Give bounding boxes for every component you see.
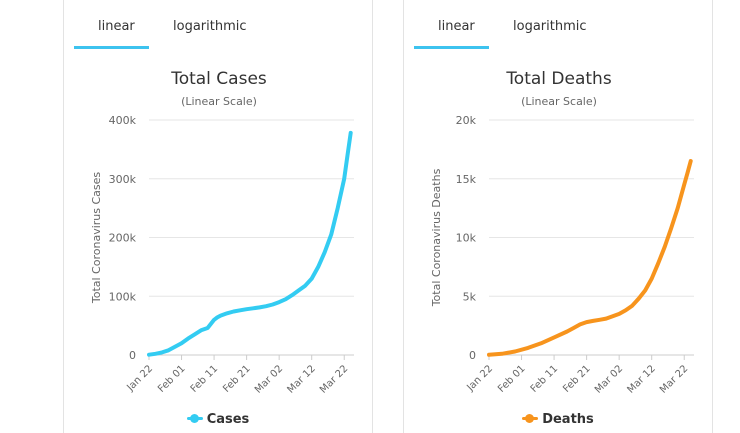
tab-logarithmic[interactable]: logarithmic <box>513 19 587 34</box>
deaths-legend-swatch <box>522 414 539 423</box>
tab-logarithmic[interactable]: logarithmic <box>173 19 247 34</box>
x-tick-label: Feb 11 <box>529 363 561 395</box>
y-tick-label: 400k <box>109 114 137 127</box>
y-tick-label: 5k <box>463 290 477 303</box>
cases-legend-swatch <box>186 414 203 423</box>
y-tick-label: 0 <box>129 349 136 362</box>
tab-linear[interactable]: linear <box>438 19 475 34</box>
x-tick-label: Feb 21 <box>561 363 593 395</box>
deaths-chart: Total Deaths (Linear Scale) 0 5k 10k 15k 20k To… <box>430 69 694 396</box>
y-tick-label: 20k <box>456 114 477 127</box>
x-tick-label: Mar 22 <box>658 363 690 395</box>
series-line-deaths <box>487 159 693 357</box>
cases-chart: Total Cases (Linear Scale) 0 100k 200k 300k 40… <box>90 69 354 396</box>
x-tick-label: Mar 12 <box>285 363 317 395</box>
cases-panel: linear logarithmic Total Cases (Linear Sc… <box>63 0 373 433</box>
y-tick-label: 10k <box>456 232 477 245</box>
y-tick-label: 100k <box>109 290 137 303</box>
scale-tabs: linear logarithmic <box>404 0 712 50</box>
y-tick-label: 200k <box>109 232 137 245</box>
x-tick-label: Jan 22 <box>464 363 495 394</box>
series-line-cases <box>147 130 353 357</box>
x-tick-label: Feb 01 <box>156 363 188 395</box>
cases-legend[interactable]: Cases <box>64 412 372 427</box>
x-tick-label: Mar 12 <box>625 363 657 395</box>
y-axis-label: Total Coronavirus Cases <box>90 172 103 305</box>
y-tick-label: 300k <box>109 173 137 186</box>
scale-tabs: linear logarithmic <box>64 0 372 50</box>
deaths-panel: linear logarithmic Total Deaths (Linear S… <box>403 0 713 433</box>
x-tick-label: Jan 22 <box>124 363 155 394</box>
chart-title: Total Cases <box>170 69 267 89</box>
x-tick-label: Feb 01 <box>496 363 528 395</box>
chart-title: Total Deaths <box>505 69 612 89</box>
y-tick-label: 15k <box>456 173 477 186</box>
x-tick-label: Mar 02 <box>253 363 285 395</box>
cases-legend-label: Cases <box>206 412 250 427</box>
active-tab-indicator <box>414 46 489 49</box>
y-tick-label: 0 <box>469 349 476 362</box>
tab-linear[interactable]: linear <box>98 19 135 34</box>
deaths-legend-label: Deaths <box>542 412 594 427</box>
x-tick-label: Feb 21 <box>221 363 253 395</box>
chart-subtitle: (Linear Scale) <box>521 95 597 108</box>
chart-subtitle: (Linear Scale) <box>181 95 257 108</box>
x-tick-label: Mar 02 <box>593 363 625 395</box>
y-axis-label: Total Coronavirus Deaths <box>430 168 443 307</box>
x-tick-label: Mar 22 <box>318 363 350 395</box>
active-tab-indicator <box>74 46 149 49</box>
x-tick-label: Feb 11 <box>189 363 221 395</box>
deaths-legend[interactable]: Deaths <box>404 412 712 427</box>
